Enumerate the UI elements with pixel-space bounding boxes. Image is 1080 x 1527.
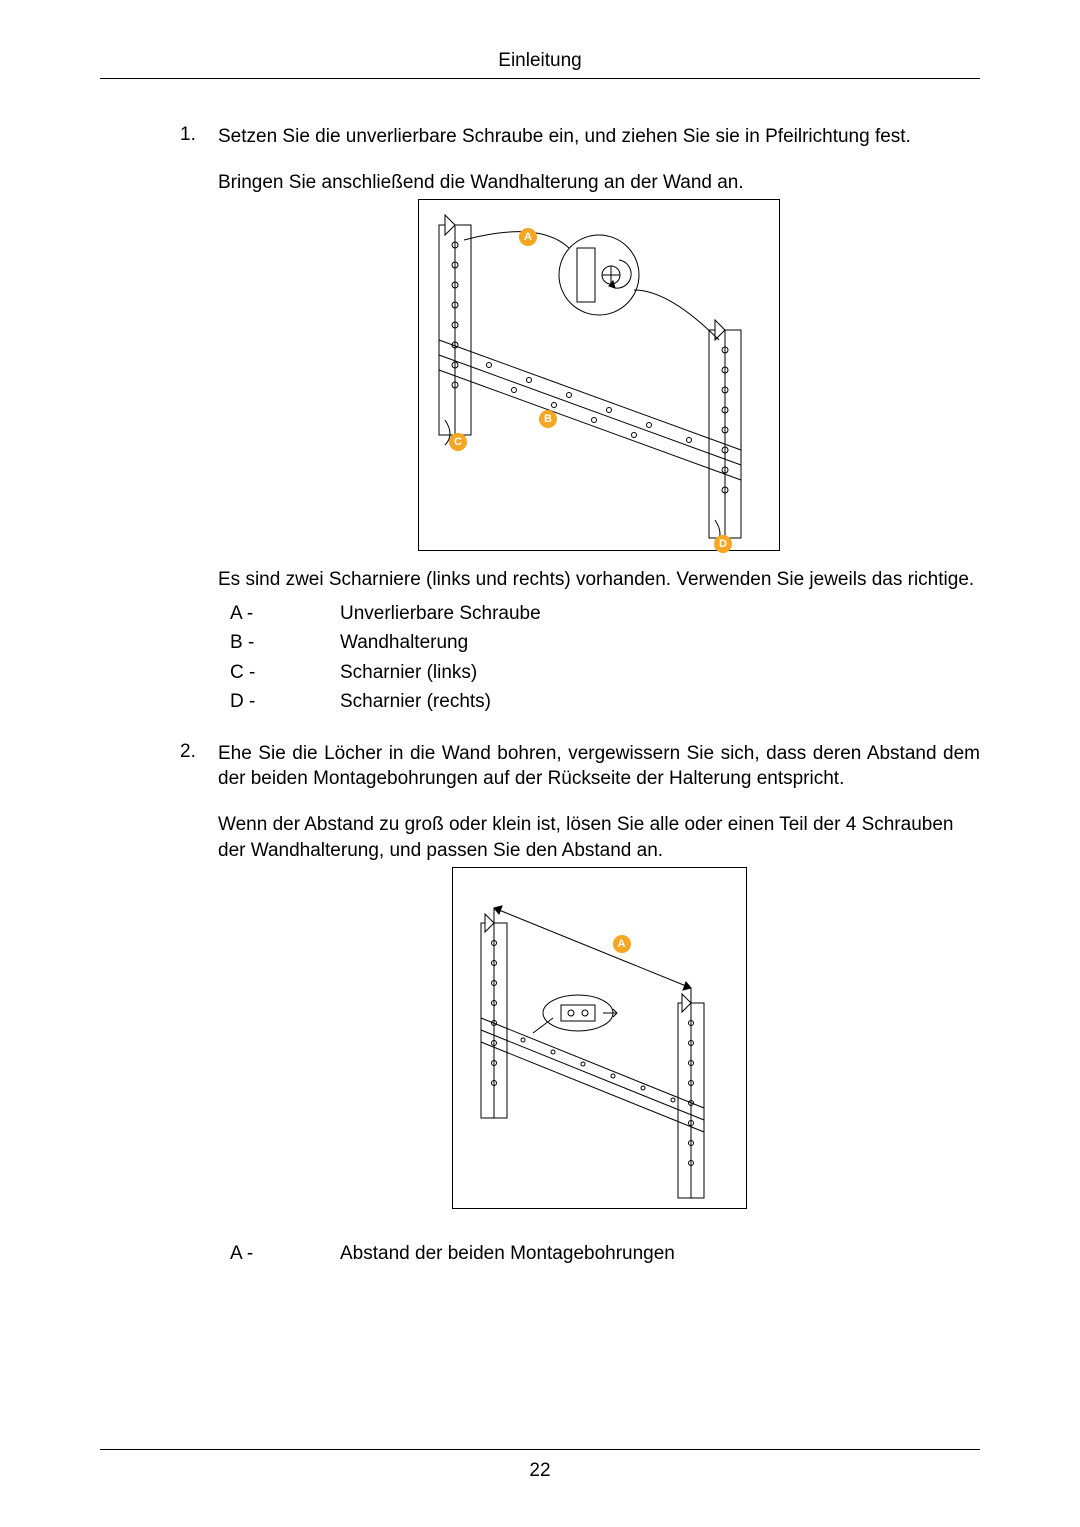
- step1-text-2: Bringen Sie anschließend die Wandhalteru…: [218, 170, 980, 196]
- step2-text-1: Ehe Sie die Löcher in die Wand bohren, v…: [218, 741, 980, 792]
- legend-row: A - Unverlierbare Schraube: [230, 599, 980, 628]
- diagram-2: A: [452, 867, 747, 1209]
- page-content: 1. Setzen Sie die unverlierbare Schraube…: [100, 124, 980, 1275]
- legend-key: D -: [230, 687, 340, 716]
- step2-text-2: Wenn der Abstand zu groß oder klein ist,…: [218, 812, 980, 863]
- step2-legend: A - Abstand der beiden Montagebohrungen: [230, 1239, 980, 1268]
- step-number: 1.: [180, 124, 218, 723]
- manual-page: Einleitung 1. Setzen Sie die unverlierba…: [0, 0, 1080, 1527]
- diagram-1-svg: [419, 200, 779, 550]
- legend-value: Scharnier (rechts): [340, 687, 980, 716]
- step1-text-1: Setzen Sie die unverlierbare Schraube ei…: [218, 124, 980, 150]
- step-body: Ehe Sie die Löcher in die Wand bohren, v…: [218, 741, 980, 1275]
- page-footer: 22: [100, 1449, 980, 1482]
- header-rule: [100, 78, 980, 79]
- footer-rule: [100, 1449, 980, 1450]
- legend-value: Scharnier (links): [340, 658, 980, 687]
- legend-row: B - Wandhalterung: [230, 628, 980, 657]
- legend-row: D - Scharnier (rechts): [230, 687, 980, 716]
- step-1: 1. Setzen Sie die unverlierbare Schraube…: [180, 124, 980, 723]
- legend-key: C -: [230, 658, 340, 687]
- legend-key: B -: [230, 628, 340, 657]
- page-number: 22: [100, 1460, 980, 1482]
- diagram-2-svg: [453, 868, 746, 1208]
- step1-note: Es sind zwei Scharniere (links und recht…: [218, 567, 980, 593]
- legend-value: Wandhalterung: [340, 628, 980, 657]
- marker-a2: A: [613, 935, 631, 953]
- marker-d: D: [714, 535, 732, 553]
- header-title: Einleitung: [100, 50, 980, 72]
- legend-key: A -: [230, 1239, 340, 1268]
- step-number: 2.: [180, 741, 218, 1275]
- step-body: Setzen Sie die unverlierbare Schraube ei…: [218, 124, 980, 723]
- step-2: 2. Ehe Sie die Löcher in die Wand bohren…: [180, 741, 980, 1275]
- legend-key: A -: [230, 599, 340, 628]
- legend-value: Abstand der beiden Montagebohrungen: [340, 1239, 980, 1268]
- legend-row: C - Scharnier (links): [230, 658, 980, 687]
- legend-row: A - Abstand der beiden Montagebohrungen: [230, 1239, 980, 1268]
- legend-value: Unverlierbare Schraube: [340, 599, 980, 628]
- step1-legend: A - Unverlierbare Schraube B - Wandhalte…: [230, 599, 980, 717]
- diagram-1: A B C D: [418, 199, 780, 551]
